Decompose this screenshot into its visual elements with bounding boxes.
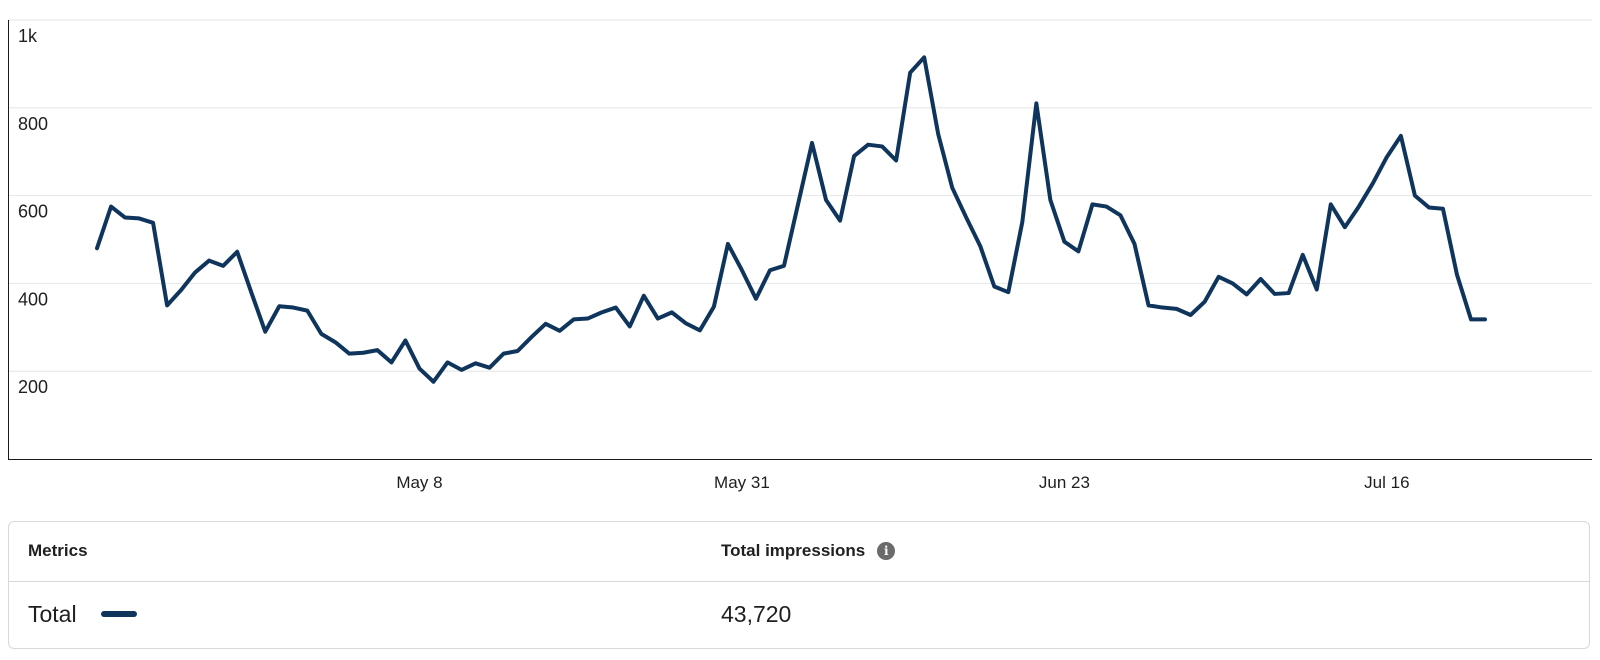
x-tick-label: May 31 (714, 473, 770, 492)
series-legend-swatch (100, 611, 137, 617)
metrics-table: Metrics Total impressions i Total 43,720 (8, 521, 1590, 649)
y-tick-label: 200 (18, 377, 48, 397)
chart-svg: 200 400 600 800 1k May 8 May 31 Jun 23 Jul 16 (8, 19, 1592, 492)
axes (8, 20, 1592, 460)
x-tick-labels: May 8 May 31 Jun 23 Jul 16 (396, 473, 1409, 492)
info-icon[interactable]: i (877, 542, 896, 560)
total-impressions-column-header: Total impressions i (721, 541, 896, 561)
x-tick-label: Jul 16 (1364, 473, 1409, 492)
x-tick-label: Jun 23 (1039, 473, 1090, 492)
y-tick-label: 600 (18, 202, 48, 222)
y-tick-label: 1k (18, 26, 38, 46)
series-line-total (95, 55, 1487, 384)
impressions-chart: 200 400 600 800 1k May 8 May 31 Jun 23 Jul 16 (8, 19, 1592, 492)
metrics-column-header: Metrics (28, 541, 88, 560)
y-tick-labels: 200 400 600 800 1k (18, 26, 48, 397)
metrics-table-header: Metrics Total impressions i (9, 522, 1589, 582)
total-impressions-value: 43,720 (721, 601, 792, 627)
total-impressions-label: Total impressions (721, 541, 866, 560)
series-lines (95, 55, 1487, 384)
x-tick-label: May 8 (396, 473, 442, 492)
total-series-cell: Total (28, 601, 137, 627)
y-tick-label: 400 (18, 289, 48, 309)
series-name-label: Total (28, 601, 77, 627)
y-tick-label: 800 (18, 114, 48, 134)
table-row: Total 43,720 (9, 582, 1589, 648)
